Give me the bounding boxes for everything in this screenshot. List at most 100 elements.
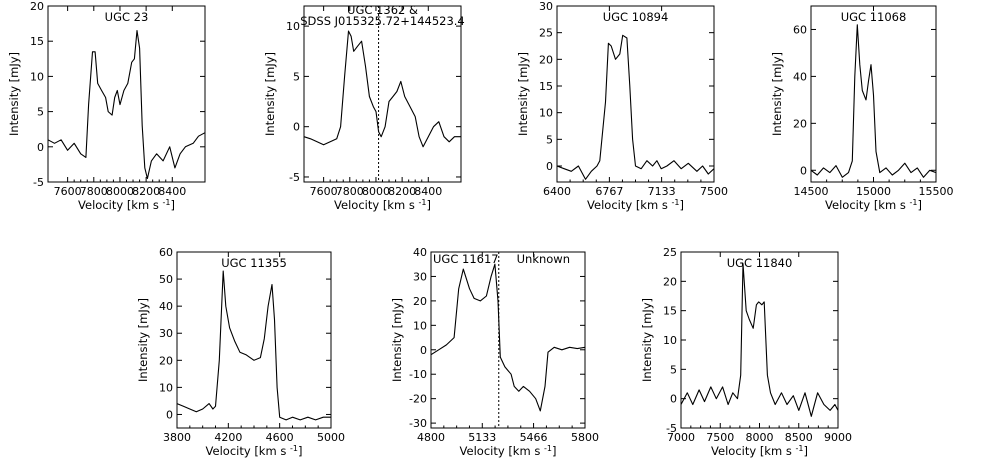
y-tick-label: 25: [539, 27, 553, 40]
y-tick-label: 20: [159, 354, 173, 367]
y-tick-label: 30: [413, 270, 427, 283]
y-tick-label: 40: [159, 300, 173, 313]
panel-annotation: Unknown: [517, 252, 570, 266]
y-tick-label: 0: [800, 164, 807, 177]
y-axis-label: Intensity [mJy]: [136, 298, 150, 382]
plot-frame: [303, 5, 462, 183]
panel-title: UGC 10894: [603, 10, 669, 24]
spectrum-line: [176, 270, 331, 421]
y-tick-label: 30: [159, 327, 173, 340]
x-axis-label: Velocity [km s -1]: [78, 198, 175, 212]
y-axis-label: Intensity [mJy]: [516, 52, 530, 136]
x-tick-label: 7500: [700, 185, 728, 198]
x-tick-label: 7000: [667, 431, 695, 444]
x-tick-label: 4600: [266, 431, 294, 444]
panel-6: 4800 5133 5466 5800 -30 -20 -10 0 10 20 30 40 UGC 11…: [390, 246, 599, 458]
y-tick-label: -5: [33, 176, 44, 189]
panel-4: 14500 15000 15500 0 20 40 60 UGC 11068 Velocity …: [770, 5, 954, 212]
y-tick-label: -20: [409, 393, 427, 406]
y-tick-label: 0: [37, 141, 44, 154]
y-tick-label: 20: [663, 275, 677, 288]
x-tick-label: 7600: [54, 185, 82, 198]
x-tick-label: 8000: [106, 185, 134, 198]
y-tick-label: 20: [539, 53, 553, 66]
x-tick-label: 6400: [543, 185, 571, 198]
y-tick-label: 20: [413, 295, 427, 308]
y-tick-label: 0: [420, 344, 427, 357]
y-tick-label: 5: [546, 133, 553, 146]
x-tick-label: 8200: [388, 185, 416, 198]
panel-7: 7000 7500 8000 8500 9000 -5 0 5 10 15 20 25 UGC 1184…: [640, 246, 852, 458]
y-axis-label: Intensity [mJy]: [390, 298, 404, 382]
x-tick-label: 5466: [520, 431, 548, 444]
x-tick-label: 15000: [856, 185, 891, 198]
x-tick-label: 8000: [362, 185, 390, 198]
plot-frame: [556, 5, 715, 183]
panel-5: 3800 4200 4600 5000 0 10 20 30 40 50 60 UGC 11355 Ve…: [136, 246, 345, 458]
x-tick-label: 5000: [317, 431, 345, 444]
y-tick-label: 10: [159, 381, 173, 394]
y-tick-label: 0: [546, 160, 553, 173]
plot-frame: [430, 251, 586, 429]
y-tick-label: 10: [30, 70, 44, 83]
x-axis-label: Velocity [km s -1]: [711, 444, 808, 458]
y-tick-label: 50: [159, 273, 173, 286]
x-tick-label: 8400: [414, 185, 442, 198]
panel-title: UGC 11617: [433, 252, 499, 266]
x-tick-label: 4800: [417, 431, 445, 444]
y-tick-label: -30: [409, 417, 427, 430]
y-tick-label: 30: [539, 0, 553, 13]
y-axis-label: Intensity [mJy]: [770, 52, 784, 136]
y-tick-label: 20: [30, 0, 44, 13]
panel-title: UGC 23: [105, 10, 149, 24]
y-tick-label: 60: [159, 246, 173, 259]
y-tick-label: -10: [409, 368, 427, 381]
x-tick-label: 15500: [919, 185, 954, 198]
y-tick-label: 0: [166, 408, 173, 421]
x-axis-label: Velocity [km s -1]: [206, 444, 303, 458]
plot-frame: [47, 5, 206, 183]
x-tick-label: 7800: [336, 185, 364, 198]
spectrum-line: [303, 30, 461, 148]
y-tick-label: 5: [293, 70, 300, 83]
panel-subtitle: SDSS J015325.72+144523.4: [300, 14, 465, 28]
y-tick-label: -5: [666, 422, 677, 435]
y-tick-label: -5: [289, 171, 300, 184]
y-tick-label: 10: [413, 319, 427, 332]
y-tick-label: 0: [293, 121, 300, 134]
panel-title: UGC 1362 &: [347, 3, 418, 17]
x-tick-label: 7600: [310, 185, 338, 198]
panel-title: UGC 11840: [727, 256, 793, 270]
x-tick-label: 14500: [794, 185, 829, 198]
y-axis-label: Intensity [mJy]: [263, 52, 277, 136]
y-tick-label: 40: [793, 70, 807, 83]
x-tick-label: 8500: [785, 431, 813, 444]
x-axis-label: Velocity [km s -1]: [334, 198, 431, 212]
y-tick-label: 15: [663, 305, 677, 318]
x-tick-label: 4200: [214, 431, 242, 444]
y-tick-label: 60: [793, 23, 807, 36]
x-tick-label: 8000: [746, 431, 774, 444]
spectrum-line: [47, 30, 206, 180]
plot-frame: [176, 251, 332, 429]
y-tick-label: 10: [663, 334, 677, 347]
x-tick-label: 7133: [648, 185, 676, 198]
y-tick-label: 20: [793, 117, 807, 130]
y-tick-label: 40: [413, 246, 427, 259]
x-tick-label: 5133: [468, 431, 496, 444]
panel-3: 6400 6767 7133 7500 0 5 10 15 20 25 30 UGC 10894 Vel…: [516, 0, 728, 212]
y-tick-label: 5: [670, 363, 677, 376]
x-axis-label: Velocity [km s -1]: [587, 198, 684, 212]
y-tick-label: 15: [539, 80, 553, 93]
y-tick-label: 10: [286, 20, 300, 33]
x-tick-label: 8200: [132, 185, 160, 198]
y-tick-label: 15: [30, 35, 44, 48]
spectrum-line: [556, 34, 715, 180]
panel-title: UGC 11068: [841, 10, 907, 24]
x-axis-label: Velocity [km s -1]: [460, 444, 557, 458]
y-tick-label: 0: [670, 393, 677, 406]
panel-title: UGC 11355: [221, 256, 287, 270]
spectrum-line: [810, 24, 937, 178]
